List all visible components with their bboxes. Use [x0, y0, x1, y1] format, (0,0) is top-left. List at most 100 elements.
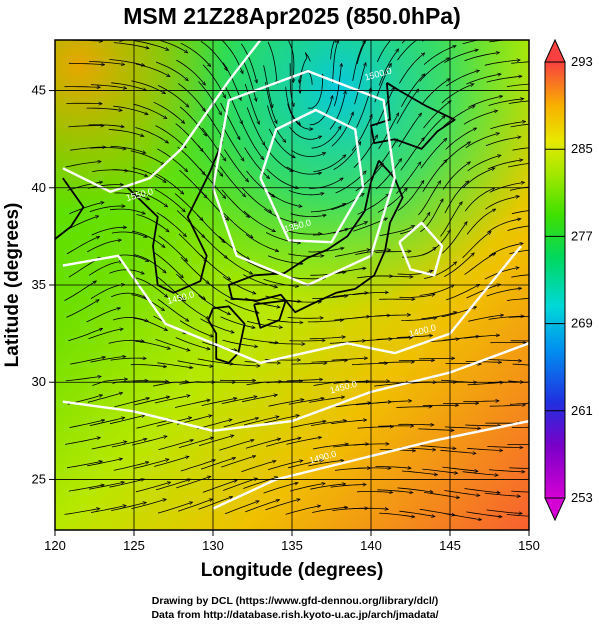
streamline-354 — [467, 155, 501, 172]
streamline-317 — [114, 192, 149, 200]
streamline-380 — [108, 129, 144, 136]
streamline-94 — [290, 421, 326, 428]
streamline-200 — [307, 320, 343, 323]
streamline-109 — [154, 396, 190, 404]
streamline-395 — [443, 106, 475, 127]
streamline-449 — [242, 60, 256, 101]
streamline-427 — [224, 85, 242, 124]
colorbar-ticks: 253 261 269 277 285 293 — [545, 54, 593, 505]
streamline-412 — [354, 63, 366, 105]
streamline-305 — [310, 204, 346, 213]
streamline-69 — [198, 435, 233, 447]
coastlines — [55, 82, 456, 364]
colorbar-label-0: 253 — [571, 490, 593, 505]
streamline-396 — [463, 111, 498, 125]
streamline-50 — [241, 461, 275, 473]
streamline-388 — [289, 126, 322, 140]
streamline-157 — [291, 363, 326, 364]
streamline-46 — [154, 457, 189, 467]
streamline-163 — [418, 358, 454, 359]
streamline-167 — [512, 363, 529, 366]
streamline-315 — [67, 182, 103, 191]
streamline-343 — [219, 166, 245, 196]
streamline-192 — [133, 317, 167, 330]
streamline-368 — [311, 126, 341, 149]
streamline-28 — [222, 478, 257, 491]
streamline-191 — [112, 316, 148, 321]
streamline-468 — [200, 40, 227, 70]
streamline-6 — [198, 497, 233, 510]
streamline-7 — [224, 501, 259, 515]
streamline-59 — [442, 466, 477, 471]
credit-data: Data from http://database.rish.kyoto-u.a… — [151, 609, 438, 621]
streamline-111 — [201, 398, 237, 406]
streamline-148 — [90, 357, 125, 363]
streamline-262 — [288, 253, 323, 256]
streamline-269 — [442, 222, 467, 254]
streamline-460 — [484, 60, 520, 66]
streamline-429 — [265, 82, 277, 123]
streamline-222 — [332, 293, 367, 298]
colorbar-scale — [544, 61, 566, 499]
streamline-11 — [312, 507, 347, 513]
streamline-113 — [242, 395, 277, 403]
streamline-323 — [241, 187, 271, 212]
streamline-14 — [379, 512, 414, 517]
streamline-68 — [178, 438, 213, 449]
streamline-453 — [330, 40, 335, 60]
streamline-256 — [153, 252, 183, 278]
streamline-119 — [376, 401, 411, 404]
streamline-104 — [511, 426, 529, 428]
streamline-183 — [396, 336, 432, 338]
streamline-5 — [178, 499, 212, 512]
streamline-452 — [299, 52, 311, 83]
streamline-418 — [488, 99, 524, 106]
streamline-26 — [176, 477, 210, 489]
streamline-84 — [69, 420, 105, 428]
streamline-194 — [179, 320, 213, 337]
streamline-199 — [287, 317, 323, 318]
streamline-309 — [397, 181, 424, 211]
streamline-419 — [508, 100, 529, 104]
streamline-39 — [464, 488, 500, 493]
streamline-296 — [109, 208, 145, 214]
streamline-381 — [135, 127, 168, 143]
contour-line-0 — [259, 108, 365, 244]
streamline-426 — [198, 81, 222, 115]
streamline-319 — [154, 188, 185, 212]
streamline-444 — [135, 63, 170, 77]
streamline-92 — [243, 417, 279, 426]
streamline-270 — [462, 232, 491, 259]
streamline-149 — [110, 358, 146, 361]
streamline-471 — [267, 41, 277, 84]
streamline-339 — [132, 167, 166, 183]
streamline-101 — [444, 427, 480, 429]
streamline-298 — [156, 212, 186, 236]
streamline-294 — [69, 202, 104, 215]
streamline-48 — [200, 458, 235, 470]
streamline-56 — [375, 467, 410, 469]
streamline-15 — [399, 510, 434, 516]
streamline-413 — [374, 64, 391, 103]
streamline-316 — [87, 185, 123, 189]
streamline-19 — [486, 509, 522, 514]
x-tick-label-4: 140 — [360, 538, 382, 553]
streamline-304 — [290, 213, 326, 217]
streamline-481 — [489, 40, 524, 43]
streamline-21 — [68, 485, 104, 492]
streamline-255 — [133, 254, 166, 273]
streamline-385 — [222, 125, 244, 161]
streamline-373 — [418, 116, 445, 146]
streamline-186 — [463, 335, 499, 339]
streamline-173 — [175, 337, 210, 350]
streamline-136 — [286, 379, 322, 381]
streamline-464 — [113, 42, 149, 49]
streamline-18 — [466, 511, 501, 517]
streamline-338 — [112, 169, 148, 177]
streamline-252 — [66, 237, 99, 255]
streamline-137 — [313, 382, 349, 386]
streamline-446 — [176, 59, 205, 85]
streamline-386 — [242, 124, 264, 159]
streamline-151 — [157, 362, 192, 368]
